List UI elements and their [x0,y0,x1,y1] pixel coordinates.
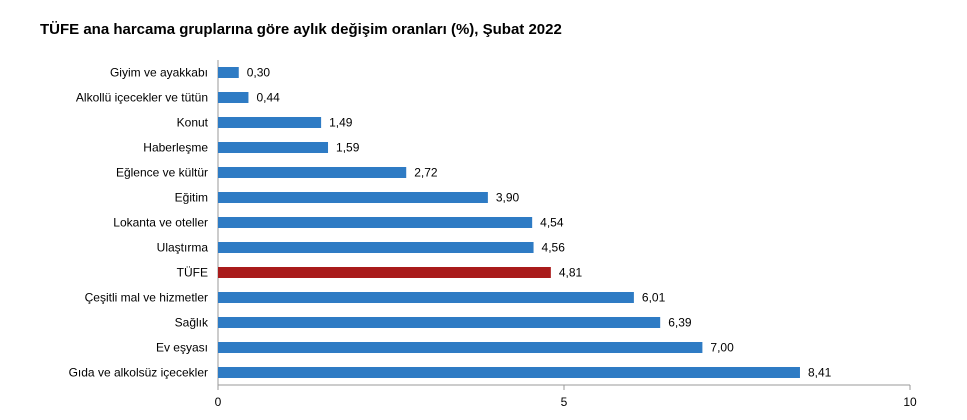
value-label: 0,44 [256,91,280,105]
value-label: 6,01 [642,291,666,305]
category-label: TÜFE [177,266,208,280]
category-label: Çeşitli mal ve hizmetler [85,291,208,305]
bar [218,292,634,303]
bar [218,267,551,278]
x-tick-label: 10 [903,395,917,409]
bar [218,217,533,228]
category-label: Eğlence ve kültür [116,166,208,180]
category-label: Lokanta ve oteller [113,216,208,230]
value-label: 4,56 [542,241,566,255]
value-label: 6,39 [668,316,692,330]
value-label: 8,41 [808,366,832,380]
value-label: 4,54 [540,216,564,230]
bar [218,67,239,78]
value-label: 1,49 [329,116,353,130]
bar [218,92,249,103]
bar [218,167,407,178]
value-label: 0,30 [247,66,271,80]
value-label: 1,59 [336,141,360,155]
category-label: Giyim ve ayakkabı [110,66,208,80]
value-label: 3,90 [496,191,520,205]
bar [218,242,534,253]
category-label: Haberleşme [143,141,208,155]
category-label: Ev eşyası [156,341,208,355]
bar [218,342,703,353]
value-label: 4,81 [559,266,583,280]
bar [218,117,322,128]
bar [218,317,661,328]
category-label: Eğitim [175,191,208,205]
value-label: 2,72 [414,166,438,180]
category-label: Ulaştırma [157,241,209,255]
bar [218,142,329,153]
chart-title: TÜFE ana harcama gruplarına göre aylık d… [40,21,562,38]
category-label: Alkollü içecekler ve tütün [76,91,208,105]
x-tick-label: 5 [561,395,568,409]
category-label: Gıda ve alkolsüz içecekler [69,366,208,380]
value-label: 7,00 [710,341,734,355]
bar [218,367,800,378]
category-label: Sağlık [175,316,209,330]
x-tick-label: 0 [215,395,222,409]
bar [218,192,488,203]
category-label: Konut [177,116,209,130]
